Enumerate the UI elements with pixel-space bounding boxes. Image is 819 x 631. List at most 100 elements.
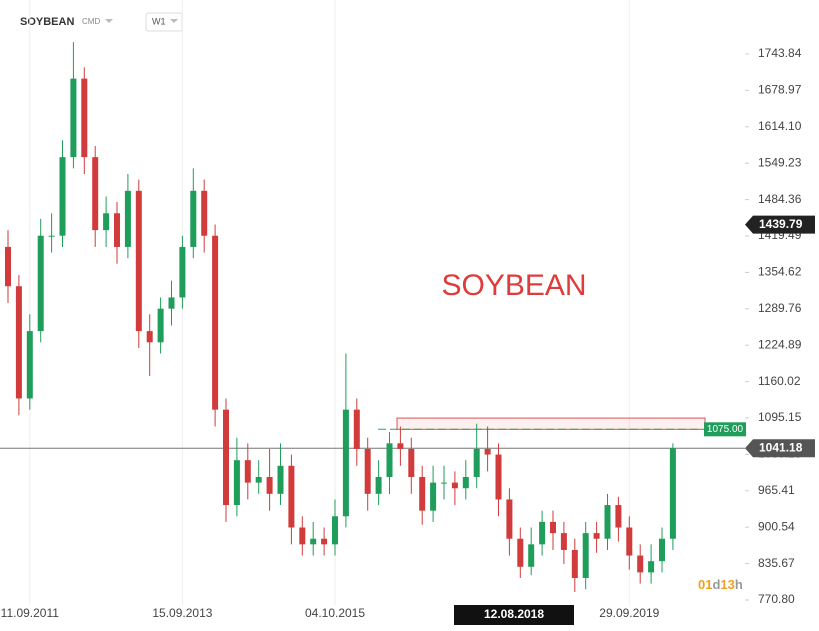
y-tick-label: 770.80 <box>758 592 795 606</box>
candle-body <box>255 477 262 483</box>
candle-body <box>277 465 284 494</box>
candle-body <box>92 157 99 231</box>
candle-body <box>168 297 175 309</box>
candle-body <box>124 190 131 247</box>
candle-body <box>528 544 535 567</box>
candle-body <box>146 331 153 343</box>
candle-body <box>419 477 426 511</box>
x-tick-label: 29.09.2019 <box>599 606 659 620</box>
x-tick-label: 04.10.2015 <box>305 606 365 620</box>
timeframe-dropdown[interactable] <box>170 19 178 23</box>
y-tick-label: 1095.15 <box>758 410 802 424</box>
candle-body <box>615 505 622 528</box>
candle-body <box>5 246 11 287</box>
candle-body <box>103 213 110 231</box>
countdown-part: d <box>712 577 720 592</box>
y-tick-label: 965.41 <box>758 483 795 497</box>
zone <box>396 417 706 430</box>
candle-body <box>59 157 66 236</box>
candle-body <box>648 561 655 573</box>
candle-body <box>441 482 447 484</box>
candle-body <box>506 499 513 539</box>
timeframe[interactable]: W1 <box>152 16 166 26</box>
level-tag <box>704 422 746 437</box>
candle-body <box>48 235 55 237</box>
candle-body <box>353 409 360 449</box>
candle-body <box>37 235 44 332</box>
candle-body <box>212 235 219 410</box>
crosshair-date: 12.08.2018 <box>484 607 544 621</box>
level-label: 1075.00 <box>707 424 744 435</box>
candle-body <box>70 78 77 158</box>
candle-body <box>550 521 556 534</box>
candle-body <box>462 477 469 489</box>
candle-body <box>266 477 273 494</box>
candle-body <box>81 78 88 158</box>
candle-body <box>135 190 142 332</box>
market-dropdown[interactable] <box>105 19 113 23</box>
candle-body <box>190 190 197 247</box>
current-price-tag <box>745 439 815 458</box>
candle-body <box>15 286 22 399</box>
countdown-part: 01 <box>698 577 712 592</box>
candle-body <box>233 460 240 506</box>
candle-body <box>26 331 33 399</box>
countdown-part: 13 <box>720 577 734 592</box>
candle-body <box>517 538 524 567</box>
candle-body <box>430 482 437 511</box>
candle-body <box>659 538 665 562</box>
candle-body <box>201 190 208 236</box>
y-tick-label: 1289.76 <box>758 301 802 315</box>
market[interactable]: CMD <box>82 17 100 26</box>
y-tick-label: 1354.62 <box>758 265 802 279</box>
candle-body <box>375 477 382 494</box>
y-tick-label: 1224.89 <box>758 337 802 351</box>
candle-body <box>451 482 458 489</box>
y-tick-label: 1160.02 <box>758 374 801 388</box>
candle-body <box>593 533 600 539</box>
current-price-label: 1041.18 <box>759 440 803 454</box>
candle-body <box>288 465 295 528</box>
y-tick-label: 1743.84 <box>758 46 802 60</box>
crosshair-box <box>454 605 574 625</box>
y-tick-label: 900.54 <box>758 519 795 533</box>
x-tick-label: 11.09.2011 <box>1 606 60 620</box>
symbol: SOYBEAN <box>20 16 74 28</box>
candle-body <box>157 308 164 343</box>
candle-body <box>571 549 578 579</box>
candle-body <box>637 555 644 573</box>
marker-price-label: 1439.79 <box>759 217 803 231</box>
candle-body <box>539 521 546 545</box>
candle-body <box>484 448 491 455</box>
candle-body <box>321 538 328 545</box>
candle-body <box>332 516 338 545</box>
y-tick-label: 835.67 <box>758 556 795 570</box>
watermark: SOYBEAN <box>441 269 586 302</box>
marker-price-tag <box>745 215 815 234</box>
candle-body <box>310 538 317 545</box>
candle-body <box>669 448 676 539</box>
y-tick-label: 1549.23 <box>758 155 802 169</box>
candle-body <box>386 443 393 478</box>
candle-body <box>626 527 633 556</box>
x-tick-label: 15.09.2013 <box>152 606 212 620</box>
y-tick-label: 1614.10 <box>758 119 802 133</box>
countdown-part: h <box>735 577 743 592</box>
candle-body <box>604 505 611 539</box>
y-tick-label: 1484.36 <box>758 192 802 206</box>
candle-body <box>560 533 567 550</box>
candle-body <box>244 460 251 483</box>
candle-body <box>495 454 502 500</box>
candle-body <box>114 213 120 247</box>
candle-body <box>364 448 371 494</box>
candle-body <box>408 448 415 478</box>
candle-body <box>397 443 404 449</box>
candle-body <box>299 527 306 545</box>
y-tick-label: 1678.97 <box>758 83 802 97</box>
candle-body <box>342 409 349 517</box>
candle-body <box>223 409 229 506</box>
candle-body <box>582 533 589 579</box>
candle-body <box>179 246 186 298</box>
